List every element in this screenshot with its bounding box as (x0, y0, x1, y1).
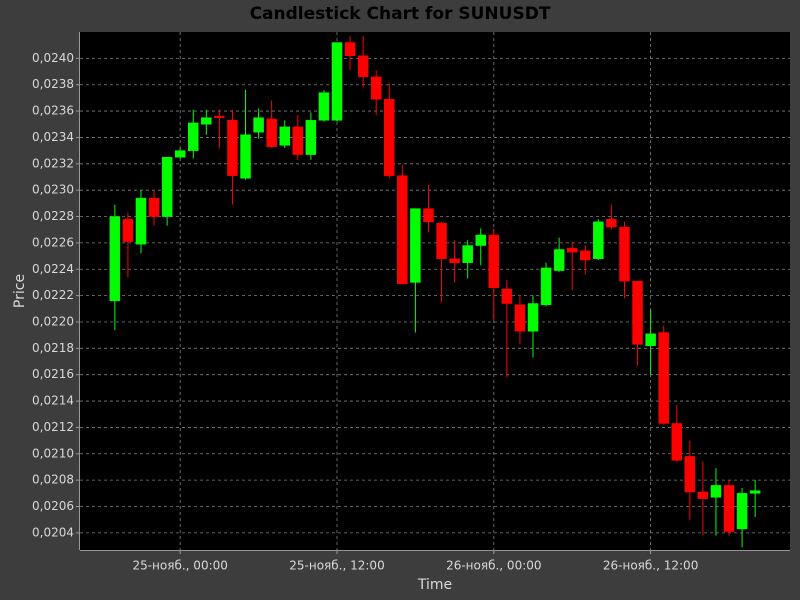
y-tick-label: 0,0234 (32, 130, 74, 144)
candle-body (593, 221, 604, 259)
candle-body (240, 134, 251, 179)
candle-body (410, 208, 421, 283)
y-tick-label: 0,0240 (32, 51, 74, 65)
y-tick-label: 0,0228 (32, 209, 74, 223)
candle-body (266, 118, 277, 147)
candle-body (135, 197, 147, 245)
x-tick-label: 26-нояб., 12:00 (603, 559, 698, 573)
y-tick-label: 0,0226 (32, 235, 74, 249)
candle-body (684, 456, 696, 493)
candle-body (475, 234, 486, 246)
candle-body (488, 234, 500, 288)
y-tick-label: 0,0208 (32, 473, 74, 487)
y-tick-label: 0,0210 (32, 446, 74, 460)
y-tick-label: 0,0214 (32, 394, 74, 408)
candle-body (109, 216, 121, 302)
candle-body (501, 288, 513, 304)
candle-body (331, 42, 343, 121)
candle-body (148, 197, 160, 217)
x-tick-label: 25-нояб., 00:00 (132, 559, 227, 573)
candle-body (370, 76, 382, 100)
candle-body (540, 267, 552, 306)
candle-body (658, 332, 669, 424)
y-tick-label: 0,0222 (32, 288, 74, 302)
x-tick-label: 25-нояб., 12:00 (289, 559, 384, 573)
y-tick-label: 0,0216 (32, 367, 74, 381)
candle-body (671, 423, 682, 461)
candle-body (723, 485, 735, 532)
candle-body (318, 92, 330, 121)
y-tick-label: 0,0230 (32, 183, 74, 197)
candle-body (423, 208, 434, 223)
candle-body (697, 491, 709, 499)
y-tick-label: 0,0224 (32, 262, 74, 276)
candle-body (188, 122, 199, 151)
candle-body (553, 249, 565, 271)
candle-body (710, 485, 722, 498)
candle-body (527, 303, 539, 332)
candle-body (462, 245, 473, 263)
candle-body (292, 126, 304, 155)
candle-body (279, 126, 290, 146)
candle-body (253, 117, 264, 133)
candle-body (384, 98, 395, 176)
candle-body (749, 490, 761, 494)
candle-body (201, 117, 212, 125)
y-tick-label: 0,0238 (32, 77, 74, 91)
candle-body (344, 42, 356, 56)
candle-body (566, 247, 578, 253)
y-axis-label: Price (12, 274, 28, 308)
candle-body (449, 258, 460, 263)
candle-body (736, 493, 748, 530)
candle-body (161, 156, 173, 217)
y-tick-label: 0,0220 (32, 314, 74, 328)
plot-area (80, 32, 790, 550)
y-tick-label: 0,0206 (32, 499, 74, 513)
y-tick-label: 0,0212 (32, 420, 74, 434)
candle-body (645, 333, 656, 346)
x-tick-label: 26-нояб., 00:00 (446, 559, 541, 573)
candle-body (214, 116, 225, 118)
candle-body (397, 175, 408, 285)
candle-body (514, 304, 526, 332)
x-axis-label: Time (417, 577, 452, 593)
candle-body (174, 150, 186, 158)
candle-body (632, 280, 643, 345)
y-tick-label: 0,0218 (32, 341, 74, 355)
candle-body (357, 55, 369, 78)
y-tick-label: 0,0232 (32, 156, 74, 170)
chart-title: Candlestick Chart for SUNUSDT (250, 4, 551, 24)
candle-body (436, 222, 447, 259)
y-tick-label: 0,0204 (32, 525, 74, 539)
candle-body (580, 250, 591, 261)
candle-body (305, 120, 317, 155)
candle-body (227, 120, 238, 176)
y-tick-label: 0,0236 (32, 104, 74, 118)
candle-body (606, 218, 617, 228)
candle-body (122, 218, 134, 242)
candle-body (619, 226, 630, 282)
